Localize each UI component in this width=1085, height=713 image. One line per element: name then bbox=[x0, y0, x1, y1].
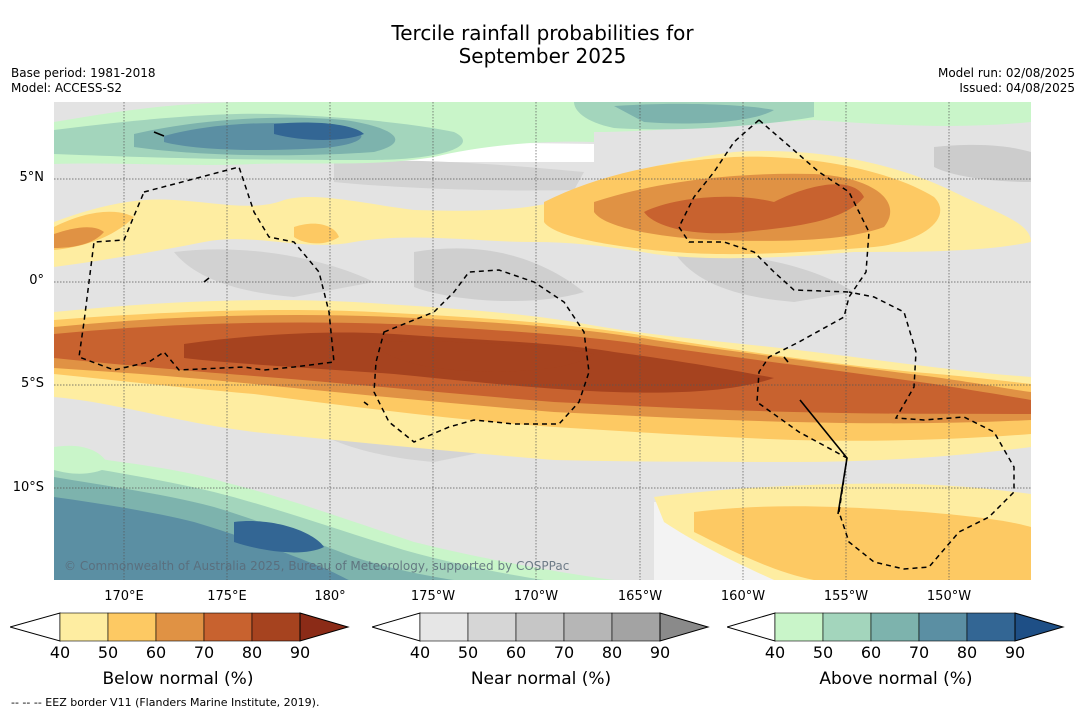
below-normal-band-equatorial bbox=[374, 341, 594, 372]
tick-above-50: 50 bbox=[812, 643, 834, 662]
tick-below-90: 90 bbox=[289, 643, 311, 662]
tick-near-70: 70 bbox=[553, 643, 575, 662]
below-normal-area bbox=[54, 227, 104, 248]
lat-label-5n: 5°N bbox=[19, 170, 45, 185]
lon-label-170w: 170°W bbox=[513, 589, 559, 604]
colorbar-segment bbox=[419, 612, 469, 642]
colorbar-above-normal bbox=[727, 612, 1065, 642]
tick-near-40: 40 bbox=[409, 643, 431, 662]
tick-below-60: 60 bbox=[145, 643, 167, 662]
below-normal-area bbox=[294, 223, 339, 244]
tick-near-80: 80 bbox=[601, 643, 623, 662]
tick-above-70: 70 bbox=[908, 643, 930, 662]
colorbar-segment bbox=[10, 612, 61, 642]
title-line-2: September 2025 bbox=[458, 44, 627, 68]
near-normal-area bbox=[934, 144, 1031, 182]
eez-legend-note: -- -- -- EEZ border V11 (Flanders Marine… bbox=[11, 696, 320, 709]
lat-label-0: 0° bbox=[29, 273, 44, 288]
colorbar-segment bbox=[467, 612, 517, 642]
below-normal-band-north bbox=[644, 184, 864, 234]
colorbar-segment bbox=[966, 612, 1016, 642]
graticule bbox=[54, 102, 1031, 580]
colorbar-segment bbox=[822, 612, 872, 642]
lon-label-150w: 150°W bbox=[926, 589, 972, 604]
tick-below-40: 40 bbox=[49, 643, 71, 662]
near-normal-area bbox=[674, 252, 854, 302]
colorbar-segment bbox=[870, 612, 920, 642]
tick-below-70: 70 bbox=[193, 643, 215, 662]
tick-below-50: 50 bbox=[97, 643, 119, 662]
issued-date: Issued: 04/08/2025 bbox=[959, 81, 1075, 95]
tick-near-60: 60 bbox=[505, 643, 527, 662]
colorbar-segment bbox=[918, 612, 968, 642]
above-normal-band-south bbox=[54, 497, 349, 580]
lon-label-170e: 170°E bbox=[104, 589, 144, 604]
tick-above-90: 90 bbox=[1004, 643, 1026, 662]
lon-label-160w: 160°W bbox=[720, 589, 766, 604]
colorbar-segment bbox=[107, 612, 157, 642]
map-title: Tercile rainfall probabilities for Septe… bbox=[0, 22, 1085, 68]
lon-label-180: 180° bbox=[314, 589, 346, 604]
colorbar-near-normal bbox=[372, 612, 710, 642]
lon-label-175w: 175°W bbox=[410, 589, 456, 604]
near-normal-area bbox=[174, 249, 374, 297]
lon-label-155w: 155°W bbox=[823, 589, 869, 604]
colorbar-title-below-normal: Below normal (%) bbox=[102, 669, 254, 689]
lon-label-175e: 175°E bbox=[207, 589, 247, 604]
model-name: Model: ACCESS-S2 bbox=[11, 81, 123, 95]
probability-map bbox=[54, 102, 1031, 580]
colorbar-segment bbox=[774, 612, 824, 642]
tick-above-80: 80 bbox=[956, 643, 978, 662]
base-period: Base period: 1981-2018 bbox=[11, 66, 156, 80]
tick-above-40: 40 bbox=[764, 643, 786, 662]
tick-above-60: 60 bbox=[860, 643, 882, 662]
tick-below-80: 80 bbox=[241, 643, 263, 662]
title-line-1: Tercile rainfall probabilities for bbox=[391, 21, 694, 45]
colorbar-title-above-normal: Above normal (%) bbox=[819, 669, 973, 689]
colorbar-segment bbox=[203, 612, 253, 642]
lon-label-165w: 165°W bbox=[617, 589, 663, 604]
above-normal-area bbox=[54, 445, 109, 474]
near-normal-area bbox=[334, 160, 584, 191]
model-run-date: Model run: 02/08/2025 bbox=[937, 66, 1075, 80]
tick-near-50: 50 bbox=[457, 643, 479, 662]
colorbar-segment bbox=[611, 612, 661, 642]
colorbar-segment bbox=[727, 612, 776, 642]
run-info: Model run: 02/08/2025 Issued: 04/08/2025 bbox=[938, 66, 1075, 96]
tick-near-90: 90 bbox=[649, 643, 671, 662]
above-normal-band-south bbox=[234, 521, 324, 553]
colorbar-segment bbox=[372, 612, 421, 642]
colorbar-segment bbox=[155, 612, 205, 642]
colorbar-segment bbox=[1014, 612, 1065, 642]
colorbar-segment bbox=[299, 612, 350, 642]
colorbar-segment bbox=[659, 612, 710, 642]
lat-label-10s: 10°S bbox=[12, 480, 44, 495]
below-normal-band-south bbox=[694, 506, 1031, 580]
colorbar-title-near-normal: Near normal (%) bbox=[470, 669, 612, 689]
colorbar-segment bbox=[515, 612, 565, 642]
colorbar-segment bbox=[251, 612, 301, 642]
colorbar-segment bbox=[59, 612, 109, 642]
colorbar-segment bbox=[563, 612, 613, 642]
lat-label-5s: 5°S bbox=[20, 376, 44, 391]
eez-borders bbox=[78, 119, 1015, 570]
above-normal-band-north bbox=[614, 103, 774, 124]
model-info: Base period: 1981-2018 Model: ACCESS-S2 bbox=[11, 66, 156, 96]
colorbar-below-normal bbox=[10, 612, 350, 642]
coastline bbox=[153, 131, 848, 515]
above-normal-band-north bbox=[274, 122, 364, 140]
copyright-credit: © Commonwealth of Australia 2025, Bureau… bbox=[64, 559, 570, 573]
